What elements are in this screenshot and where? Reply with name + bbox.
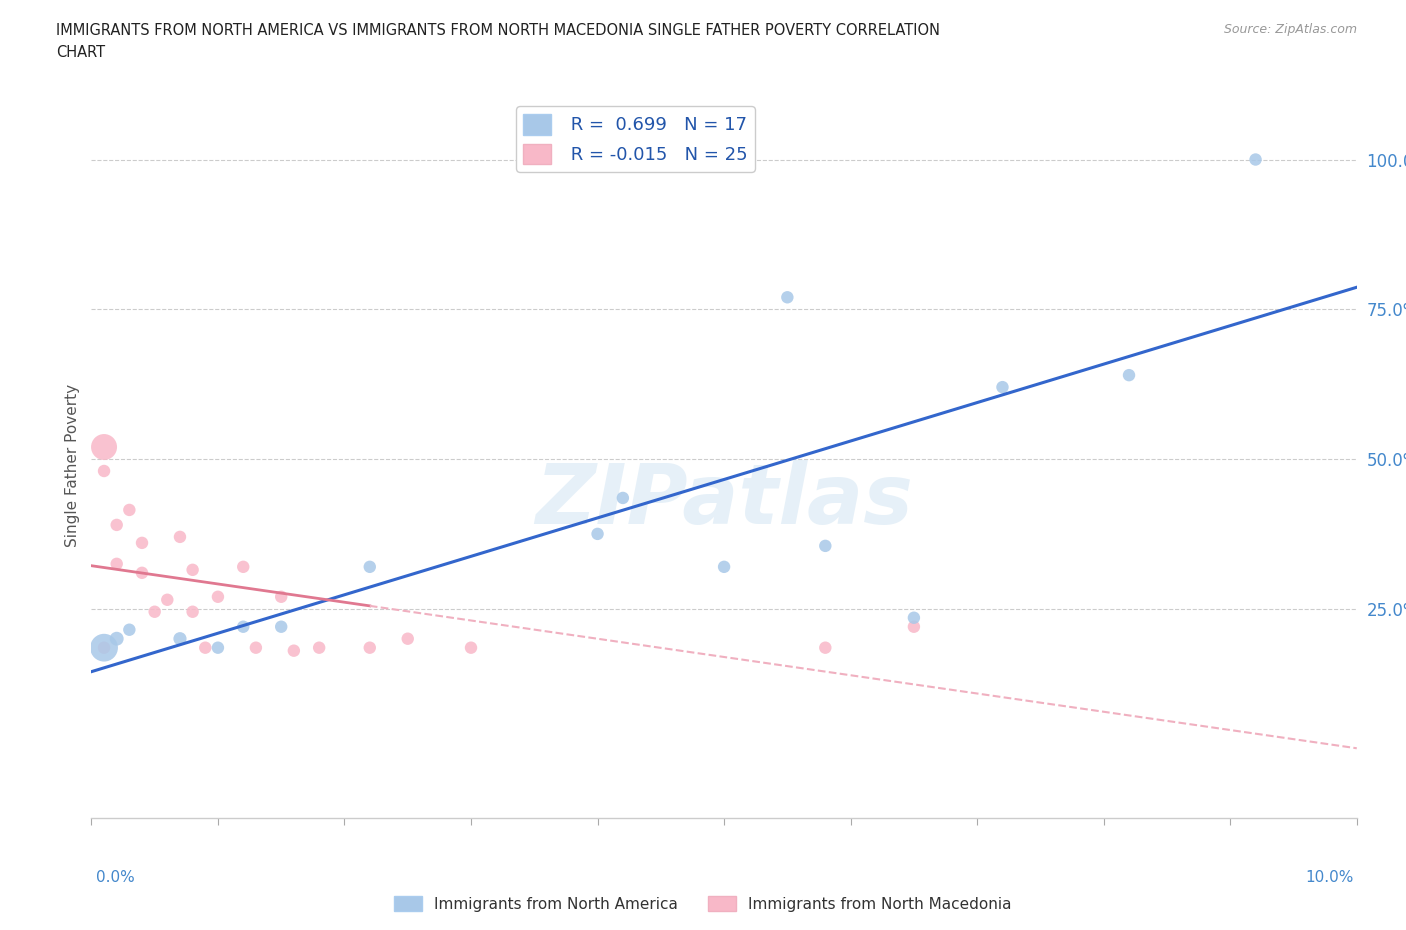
Point	[194, 640, 217, 655]
Point	[105, 556, 128, 571]
Point	[713, 559, 735, 574]
Text: 10.0%: 10.0%	[1306, 870, 1354, 884]
Point	[1118, 367, 1140, 382]
Point	[93, 463, 115, 478]
Point	[814, 640, 837, 655]
Text: CHART: CHART	[56, 45, 105, 60]
Point	[903, 619, 925, 634]
Text: Source: ZipAtlas.com: Source: ZipAtlas.com	[1223, 23, 1357, 36]
Text: ZIPatlas: ZIPatlas	[536, 459, 912, 541]
Point	[359, 640, 381, 655]
Point	[93, 440, 115, 455]
Point	[118, 622, 141, 637]
Point	[181, 563, 204, 578]
Point	[460, 640, 482, 655]
Point	[308, 640, 330, 655]
Point	[207, 590, 229, 604]
Point	[283, 644, 305, 658]
Legend: Immigrants from North America, Immigrants from North Macedonia: Immigrants from North America, Immigrant…	[388, 889, 1018, 918]
Point	[105, 517, 128, 532]
Point	[93, 640, 115, 655]
Point	[143, 604, 166, 619]
Point	[396, 631, 419, 646]
Point	[93, 640, 115, 655]
Point	[232, 619, 254, 634]
Point	[359, 559, 381, 574]
Point	[903, 610, 925, 625]
Point	[270, 590, 292, 604]
Point	[245, 640, 267, 655]
Point	[991, 379, 1014, 394]
Point	[612, 490, 634, 505]
Point	[232, 559, 254, 574]
Text: IMMIGRANTS FROM NORTH AMERICA VS IMMIGRANTS FROM NORTH MACEDONIA SINGLE FATHER P: IMMIGRANTS FROM NORTH AMERICA VS IMMIGRA…	[56, 23, 941, 38]
Point	[156, 592, 179, 607]
Y-axis label: Single Father Poverty: Single Father Poverty	[65, 383, 80, 547]
Point	[131, 565, 153, 580]
Point	[814, 538, 837, 553]
Point	[776, 290, 799, 305]
Point	[169, 631, 191, 646]
Point	[131, 536, 153, 551]
Point	[270, 619, 292, 634]
Point	[181, 604, 204, 619]
Legend:  R =  0.699   N = 17,  R = -0.015   N = 25: R = 0.699 N = 17, R = -0.015 N = 25	[516, 107, 755, 172]
Point	[207, 640, 229, 655]
Text: 0.0%: 0.0%	[96, 870, 135, 884]
Point	[105, 631, 128, 646]
Point	[169, 529, 191, 544]
Point	[118, 502, 141, 517]
Point	[1244, 153, 1267, 167]
Point	[586, 526, 609, 541]
